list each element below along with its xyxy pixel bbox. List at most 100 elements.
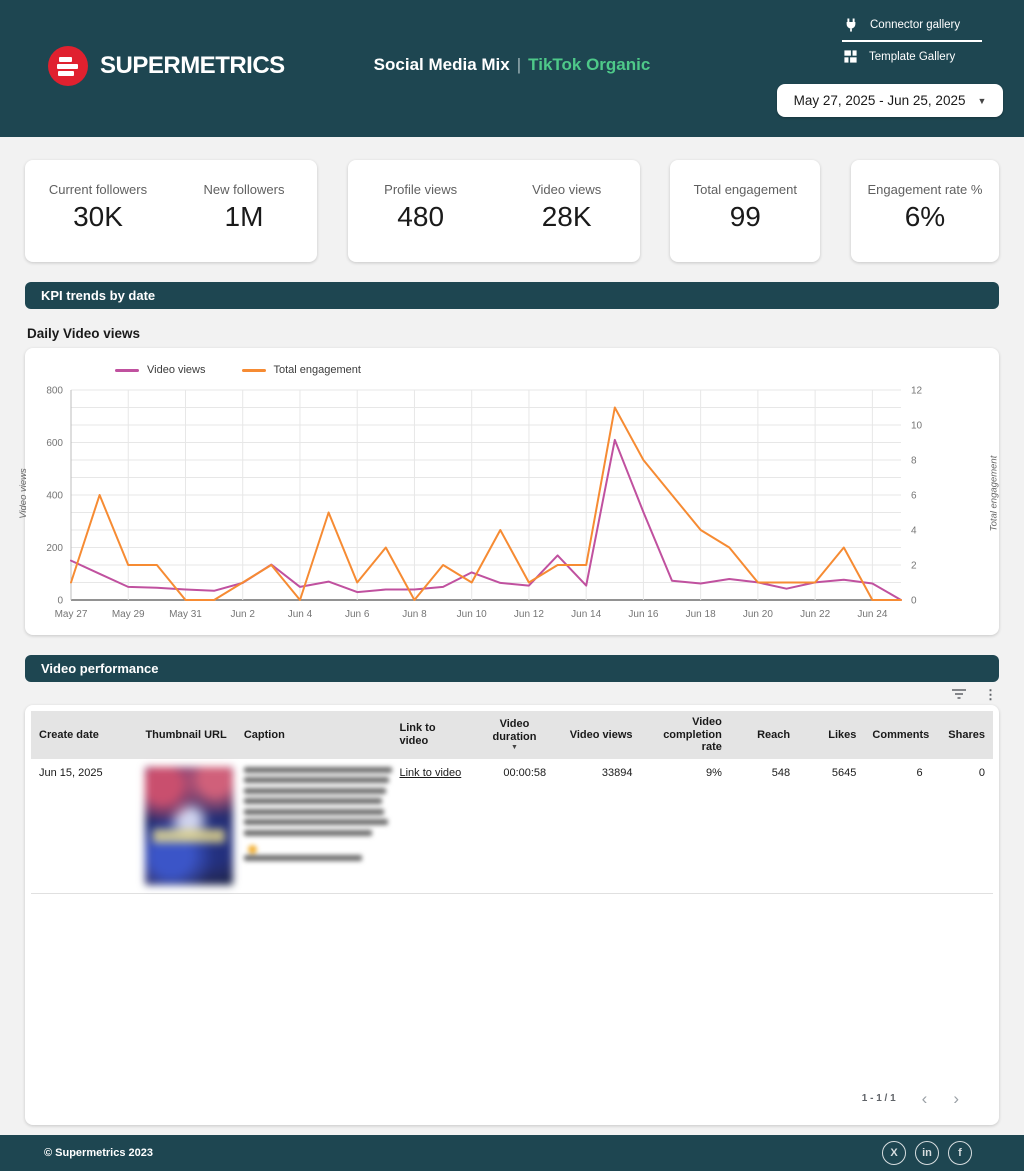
facebook-icon[interactable]: f	[948, 1141, 972, 1165]
video-performance-card: Create date Thumbnail URL Caption Link t…	[25, 705, 999, 1125]
section-header-video-performance: Video performance	[25, 655, 999, 682]
line-chart[interactable]: May 27 May 29 May 31 Jun 2 Jun 4 Jun 6 Jun 8 Ju…	[25, 378, 973, 630]
cell-video-views: 33894	[554, 758, 641, 894]
kpi-label: New followers	[203, 182, 285, 197]
page-title: Social Media Mix | TikTok Organic	[0, 55, 1024, 75]
svg-text:Jun 14: Jun 14	[571, 609, 601, 620]
linkedin-icon[interactable]: in	[915, 1141, 939, 1165]
kpi-label: Video views	[532, 182, 602, 197]
col-thumbnail-url[interactable]: Thumbnail URL	[137, 711, 236, 759]
kpi-profile-views: Profile views 480	[348, 182, 494, 262]
menu-divider	[842, 40, 982, 42]
svg-text:Jun 24: Jun 24	[857, 609, 887, 620]
col-video-views[interactable]: Video views	[554, 711, 641, 759]
kpi-engagement-rate: Engagement rate % 6%	[851, 182, 999, 262]
kpi-value: 99	[729, 201, 761, 232]
svg-text:Jun 8: Jun 8	[402, 609, 427, 620]
cell-create-date: Jun 15, 2025	[31, 758, 138, 894]
svg-text:May 31: May 31	[169, 609, 202, 620]
cell-shares: 0	[930, 758, 993, 894]
legend-label: Total engagement	[273, 364, 361, 376]
svg-text:600: 600	[46, 438, 63, 449]
connector-gallery-link[interactable]: Connector gallery	[842, 12, 982, 38]
date-range-value: May 27, 2025 - Jun 25, 2025	[793, 93, 966, 108]
legend-swatch	[115, 368, 139, 372]
col-likes[interactable]: Likes	[798, 711, 865, 759]
right-axis-title: Total engagement	[988, 455, 1000, 532]
svg-text:Jun 12: Jun 12	[514, 609, 544, 620]
kpi-total-engagement: Total engagement 99	[670, 182, 820, 262]
previous-page-button[interactable]: ‹	[921, 1089, 928, 1108]
x-icon[interactable]: X	[882, 1141, 906, 1165]
page-info: 1 - 1 / 1	[861, 1093, 896, 1104]
svg-text:2: 2	[911, 561, 917, 572]
svg-text:12: 12	[911, 386, 923, 397]
svg-text:Jun 18: Jun 18	[686, 609, 716, 620]
svg-text:Jun 2: Jun 2	[230, 609, 255, 620]
data-source-name: TikTok Organic	[528, 55, 651, 74]
kpi-label: Total engagement	[693, 182, 797, 197]
kpi-value: 28K	[541, 201, 592, 232]
sort-desc-icon: ▼	[511, 743, 518, 751]
kpi-card-views: Profile views 480 Video views 28K	[347, 160, 640, 262]
section-title: Video performance	[41, 661, 159, 676]
kpi-new-followers: New followers 1M	[171, 182, 317, 262]
video-performance-table: Create date Thumbnail URL Caption Link t…	[31, 711, 993, 894]
kpi-card-engagement-rate: Engagement rate % 6%	[850, 160, 999, 262]
kpi-value: 6%	[904, 201, 946, 232]
svg-text:800: 800	[46, 386, 63, 397]
grid-icon	[844, 50, 857, 63]
kpi-current-followers: Current followers 30K	[25, 182, 171, 262]
cell-video-duration: 00:00:58	[474, 758, 555, 894]
template-gallery-link[interactable]: Template Gallery	[842, 44, 982, 69]
svg-text:Jun 10: Jun 10	[457, 609, 487, 620]
svg-text:8: 8	[911, 456, 917, 467]
kpi-card-engagement: Total engagement 99	[670, 160, 821, 262]
filter-icon[interactable]	[952, 688, 966, 700]
template-gallery-label: Template Gallery	[869, 50, 956, 63]
svg-text:Jun 4: Jun 4	[288, 609, 313, 620]
svg-text:0: 0	[911, 596, 917, 607]
col-link-to-video[interactable]: Link to video	[391, 711, 475, 759]
cell-thumbnail	[137, 758, 236, 894]
col-completion-rate[interactable]: Video completion rate	[640, 711, 730, 759]
chart-title: Daily Video views	[27, 326, 141, 341]
kpi-label: Engagement rate %	[867, 182, 983, 197]
col-reach[interactable]: Reach	[729, 711, 799, 759]
svg-text:0: 0	[57, 596, 63, 607]
brand-name: SUPERMETRICS	[100, 52, 285, 79]
section-title: KPI trends by date	[41, 288, 156, 303]
date-range-selector[interactable]: May 27, 2025 - Jun 25, 2025 ▼	[777, 84, 1003, 117]
svg-text:Jun 6: Jun 6	[345, 609, 370, 620]
table-header-row: Create date Thumbnail URL Caption Link t…	[31, 711, 993, 759]
col-video-duration[interactable]: Video duration ▼	[474, 711, 555, 759]
header-menu: Connector gallery Template Gallery	[842, 12, 982, 69]
video-link[interactable]: Link to video	[399, 766, 462, 779]
svg-text:May 29: May 29	[112, 609, 145, 620]
col-create-date[interactable]: Create date	[31, 711, 138, 759]
video-thumbnail-image	[145, 766, 234, 885]
col-shares[interactable]: Shares	[930, 711, 993, 759]
legend-item-1[interactable]: Total engagement	[241, 364, 361, 376]
col-comments[interactable]: Comments	[864, 711, 931, 759]
kpi-value: 1M	[224, 201, 264, 232]
table-toolbar: ⋮	[25, 685, 997, 703]
svg-text:4: 4	[911, 526, 917, 537]
cell-comments: 6	[864, 758, 931, 894]
app-header: SUPERMETRICS Social Media Mix | TikTok Org…	[0, 0, 1024, 137]
plug-icon	[846, 18, 856, 32]
next-page-button[interactable]: ›	[953, 1089, 959, 1108]
col-caption[interactable]: Caption	[235, 711, 392, 759]
copyright: © Supermetrics 2023	[44, 1147, 153, 1159]
more-options-icon[interactable]: ⋮	[984, 686, 997, 702]
chart-legend: Video views Total engagement	[25, 362, 999, 378]
svg-text:Jun 20: Jun 20	[743, 609, 773, 620]
kpi-card-followers: Current followers 30K New followers 1M	[25, 160, 317, 262]
legend-item-0[interactable]: Video views	[115, 364, 206, 376]
svg-text:May 27: May 27	[55, 609, 88, 620]
section-header-kpi-trends: KPI trends by date	[25, 282, 999, 309]
cell-completion-rate: 9%	[640, 758, 730, 894]
connector-gallery-label: Connector gallery	[870, 19, 961, 31]
